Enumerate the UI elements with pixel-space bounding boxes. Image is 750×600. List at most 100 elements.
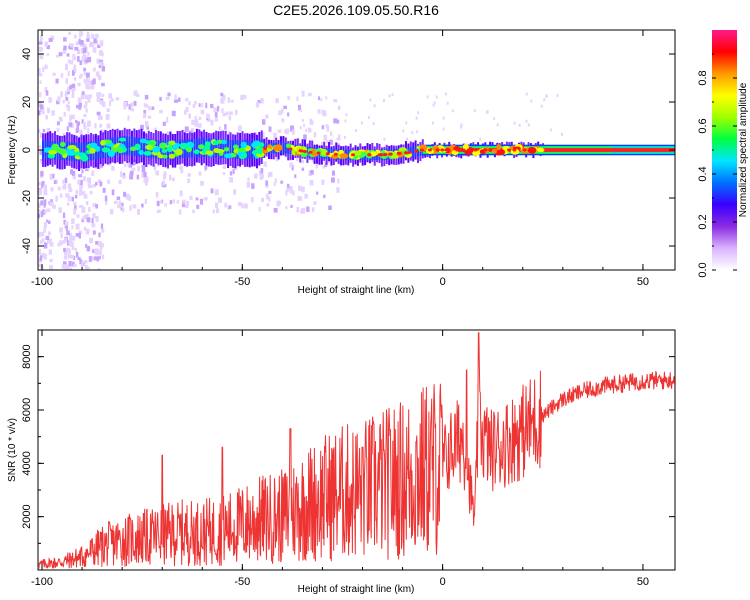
- noise-cell: [60, 233, 63, 239]
- noise-cell: [275, 98, 279, 104]
- noise-cell: [268, 196, 271, 202]
- noise-cell: [71, 245, 75, 250]
- noise-cell: [45, 90, 49, 96]
- ridge-peak: [488, 148, 493, 152]
- noise-cell: [92, 213, 96, 219]
- noise-cell: [43, 242, 48, 249]
- noise-cell: [111, 165, 115, 171]
- noise-cell: [76, 104, 80, 109]
- noise-cell: [72, 56, 77, 61]
- ridge-blob: [256, 148, 263, 155]
- ridge-peak: [461, 148, 466, 152]
- ridge-blob: [223, 147, 230, 152]
- noise-cell: [300, 108, 303, 112]
- noise-cell: [71, 114, 75, 120]
- noise-cell: [259, 174, 263, 180]
- noise-cell: [446, 101, 449, 105]
- noise-cell: [280, 180, 284, 184]
- noise-cell: [95, 241, 99, 245]
- noise-cell: [335, 119, 340, 124]
- noise-cell: [247, 177, 250, 182]
- noise-cell: [45, 235, 50, 240]
- noise-cell: [63, 249, 68, 256]
- noise-cell: [123, 101, 128, 107]
- noise-cell: [162, 180, 165, 186]
- noise-cell: [144, 198, 148, 204]
- noise-cell: [65, 78, 69, 84]
- noise-cell: [85, 264, 88, 270]
- noise-cell: [182, 199, 186, 204]
- snr-series-line: [37, 332, 675, 569]
- noise-cell: [185, 204, 189, 209]
- noise-cell: [186, 200, 189, 206]
- noise-cell: [89, 237, 93, 244]
- noise-cell: [41, 209, 46, 215]
- noise-cell: [212, 209, 216, 214]
- ridge-peak: [507, 148, 512, 152]
- noise-cell: [200, 180, 204, 186]
- noise-cell: [229, 161, 234, 166]
- noise-cell: [169, 174, 172, 181]
- noise-cell: [43, 227, 47, 233]
- band-cell: [306, 146, 309, 157]
- ridge-blob: [161, 148, 167, 153]
- noise-cell: [79, 60, 83, 65]
- noise-cell: [417, 111, 420, 115]
- noise-cell: [133, 90, 138, 96]
- noise-cell: [556, 93, 559, 97]
- noise-cell: [307, 127, 311, 133]
- noise-cell: [274, 178, 277, 184]
- noise-cell: [82, 206, 86, 213]
- noise-cell: [66, 230, 70, 236]
- noise-cell: [38, 46, 43, 51]
- noise-cell: [80, 94, 85, 100]
- noise-cell: [63, 45, 67, 51]
- noise-cell: [55, 78, 59, 84]
- ridge-peak: [404, 151, 409, 155]
- ridge-blob: [89, 148, 96, 154]
- noise-cell: [246, 181, 251, 188]
- ridge-blob: [198, 144, 205, 150]
- ridge-peak: [397, 151, 402, 155]
- noise-cell: [143, 171, 147, 178]
- noise-cell: [75, 189, 78, 195]
- noise-cell: [66, 202, 70, 206]
- noise-cell: [57, 242, 60, 247]
- snr-frame: [37, 329, 676, 571]
- noise-cell: [95, 71, 100, 76]
- band-cell: [219, 139, 222, 158]
- noise-cell: [527, 123, 530, 127]
- noise-cell: [147, 115, 152, 119]
- noise-cell: [83, 194, 88, 199]
- ridge-blob: [169, 140, 176, 146]
- ridge-blob: [221, 139, 228, 145]
- noise-cell: [87, 266, 90, 270]
- noise-cell: [300, 209, 304, 214]
- noise-cell: [86, 38, 90, 42]
- noise-cell: [302, 118, 305, 122]
- noise-cell: [91, 256, 95, 261]
- spectrogram-xtick-label: 50: [637, 276, 649, 288]
- noise-cell: [549, 128, 552, 132]
- noise-cell: [315, 163, 319, 169]
- noise-cell: [343, 135, 346, 139]
- noise-cell: [373, 104, 376, 108]
- noise-cell: [81, 169, 84, 174]
- noise-cell: [218, 197, 222, 203]
- noise-cell: [222, 165, 226, 169]
- noise-cell: [38, 129, 41, 133]
- noise-cell: [216, 105, 220, 112]
- noise-cell: [73, 67, 77, 74]
- noise-cell: [81, 191, 86, 195]
- noise-cell: [322, 165, 325, 169]
- noise-cell: [101, 228, 105, 233]
- noise-cell: [66, 133, 71, 139]
- noise-cell: [302, 207, 306, 214]
- noise-cell: [166, 131, 170, 138]
- noise-cell: [99, 115, 103, 120]
- ridge-peak: [455, 148, 460, 152]
- noise-cell: [281, 118, 285, 123]
- noise-cell: [156, 200, 160, 207]
- noise-cell: [63, 37, 67, 42]
- noise-cell: [92, 203, 97, 208]
